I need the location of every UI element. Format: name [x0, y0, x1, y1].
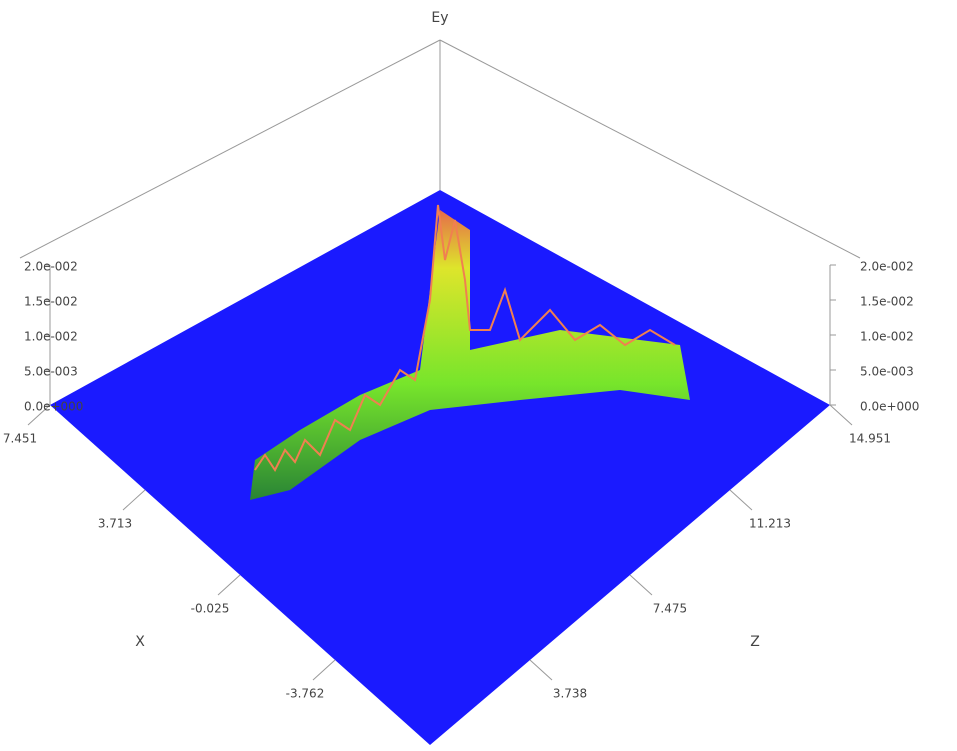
ridge-peaks	[254, 204, 676, 472]
z-tick-label: 3.738	[553, 686, 587, 700]
y-tick-label: 0.0e+000	[24, 400, 83, 414]
surface	[50, 190, 830, 745]
y-tick-label: 0.0e+000	[860, 400, 919, 414]
x-tick	[27, 404, 51, 426]
z-tick	[629, 574, 653, 596]
y-tick-label: 2.0e-002	[24, 260, 78, 274]
y-tick-label: 1.0e-002	[860, 330, 914, 344]
x-tick-label: -0.025	[191, 602, 230, 616]
x-tick-label: 7.451	[3, 432, 37, 446]
z-tick	[729, 489, 753, 511]
x-tick	[217, 574, 241, 596]
y-tick-label: 2.0e-002	[860, 260, 914, 274]
box-edge	[439, 39, 861, 259]
y-tick-label: 1.5e-002	[24, 295, 78, 309]
surface-floor	[50, 190, 830, 745]
y-tick-label: 1.0e-002	[24, 330, 78, 344]
x-tick	[312, 659, 336, 681]
x-tick-label: -3.762	[286, 686, 325, 700]
z-axis-title: Z	[750, 634, 760, 650]
z-tick	[829, 404, 853, 426]
y-tick-label: 5.0e-003	[24, 365, 78, 379]
ridge	[250, 210, 690, 500]
z-tick-label: 14.951	[849, 432, 891, 446]
x-tick	[122, 489, 146, 511]
z-tick-label: 11.213	[749, 517, 791, 531]
y-tick-label: 1.5e-002	[860, 295, 914, 309]
z-tick-label: 7.475	[653, 602, 687, 616]
y-tick-label: 5.0e-003	[860, 365, 914, 379]
box-edge	[19, 39, 441, 259]
x-tick-label: 3.713	[98, 517, 132, 531]
y-axis-title: Ey	[431, 10, 448, 26]
x-axis-title: X	[135, 634, 145, 650]
z-tick	[529, 659, 553, 681]
